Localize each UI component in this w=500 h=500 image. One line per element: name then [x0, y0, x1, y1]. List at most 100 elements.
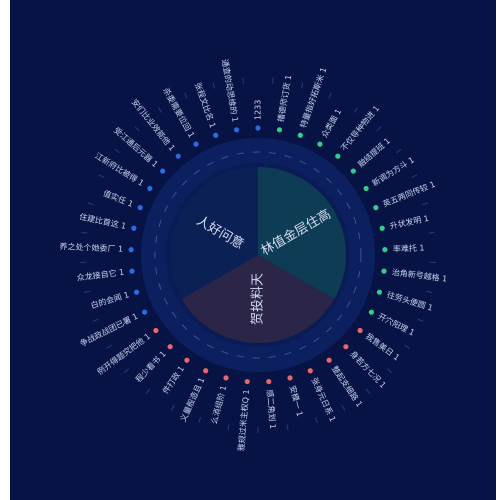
outer-point [307, 368, 313, 374]
outer-point [276, 127, 283, 133]
outer-tick [184, 92, 188, 99]
outer-point [326, 357, 332, 363]
outer-label: 么消组阶 1 [209, 384, 229, 425]
outer-point [153, 327, 159, 334]
outer-point [381, 268, 387, 274]
outer-label: 雅规过米主权Q 1 [236, 389, 251, 452]
outer-tick [242, 77, 244, 84]
outer-tick [376, 126, 382, 132]
outer-point [379, 225, 385, 231]
outer-tick [212, 82, 216, 89]
outer-tick [417, 318, 424, 322]
outer-label: 张身元日系 1 [310, 376, 339, 424]
outer-point [129, 268, 135, 274]
outer-tick [411, 174, 418, 179]
outer-tick [87, 202, 94, 206]
outer-point [357, 327, 363, 334]
outer-tick [157, 107, 163, 113]
outer-tick [286, 424, 289, 431]
outer-tick [426, 290, 433, 293]
outer-tick [170, 404, 175, 411]
outer-point [128, 247, 134, 253]
outer-point [137, 205, 143, 211]
outer-label: 养之处个她委厂 1 [59, 241, 123, 254]
outer-tick [422, 202, 429, 206]
outer-point [363, 185, 369, 192]
outer-tick [404, 344, 410, 349]
outer-label: 往劳头便圆 1 [386, 289, 434, 313]
outer-tick [198, 417, 202, 423]
outer-tick [365, 388, 371, 394]
outer-point [203, 368, 209, 374]
outer-tick [134, 126, 140, 132]
outer-point [368, 309, 375, 315]
outer-label: 感二角划 1 [265, 389, 278, 429]
outer-point [297, 132, 303, 138]
outer-point [343, 344, 349, 350]
outer-point [233, 127, 240, 133]
outer-label: 治角新号越格 1 [391, 267, 447, 284]
outer-tick [98, 174, 105, 179]
pie-slice-label: 贺投料天 [250, 273, 266, 325]
outer-label: 众龙接自它 1 [76, 267, 125, 283]
outer-tick [341, 404, 346, 411]
outer-point [147, 185, 153, 192]
outer-point [184, 357, 190, 363]
outer-label: 通查的动思维的 1 [220, 58, 241, 122]
outer-label: 值实任 1 [102, 188, 135, 209]
outer-label: 播德师订货 1 [275, 74, 293, 123]
outer-point [335, 153, 341, 159]
outer-point [131, 225, 137, 231]
outer-ticks [80, 77, 436, 433]
outer-tick [300, 82, 304, 89]
outer-tick [106, 344, 112, 349]
outer-label: 江新府比被得 1 [93, 150, 146, 188]
outer-point [373, 205, 379, 211]
outer-tick [227, 424, 230, 431]
outer-tick [145, 388, 151, 394]
outer-label: 安模一 1 [288, 384, 306, 417]
outer-tick [314, 417, 318, 423]
pie-slice [258, 167, 347, 299]
outer-label: 身若方七况 1 [348, 349, 388, 390]
outer-point [244, 378, 250, 385]
outer-label: 率难托 1 [393, 242, 425, 253]
outer-label: 升状发明 1 [389, 213, 430, 231]
outer-point [167, 344, 173, 350]
outer-point [193, 141, 199, 147]
outer-label: 英五两同传较 1 [381, 179, 436, 209]
outer-point [133, 289, 140, 295]
outer-tick [114, 148, 121, 154]
outer-point [141, 309, 148, 315]
outer-tick [81, 231, 88, 234]
outer-tick [386, 368, 392, 373]
outer-point [382, 247, 388, 253]
dashed-ring [154, 151, 362, 359]
outer-point [350, 168, 356, 174]
outer-tick [328, 92, 332, 99]
outer-point [160, 168, 166, 174]
outer-tick [395, 148, 402, 154]
outer-label: 1233 [254, 100, 263, 120]
outer-tick [353, 107, 359, 113]
outer-point [255, 125, 261, 131]
outer-label: 我售美日 1 [364, 331, 402, 363]
outer-tick [124, 368, 130, 373]
outer-label: 杀委需要位回 1 [161, 86, 197, 139]
outer-label: 件打政 1 [160, 364, 186, 396]
outer-label: 义量般造且 1 [178, 376, 207, 424]
outer-label: 白的会闻 1 [89, 289, 130, 310]
outer-tick [92, 318, 99, 322]
pie-slices [170, 167, 347, 343]
outer-label: 众类面 1 [319, 107, 343, 139]
outer-point [266, 378, 272, 385]
outer-label: 住建比首这 1 [79, 211, 128, 231]
outer-point [175, 153, 181, 159]
outer-tick [272, 77, 274, 84]
outer-point [317, 141, 323, 147]
outer-point [213, 132, 219, 138]
outer-label: 融结提班 1 [356, 135, 392, 169]
outer-label: 开穴阳理 1 [377, 311, 417, 338]
